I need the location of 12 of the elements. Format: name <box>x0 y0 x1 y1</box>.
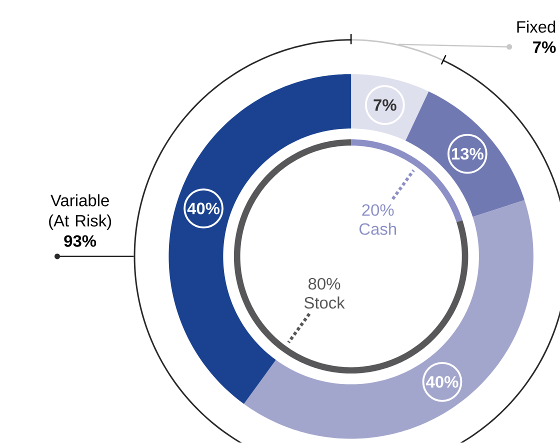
data-label: 20% <box>362 204 394 216</box>
data-label: 93% <box>64 235 96 248</box>
data-label: 7% <box>374 99 396 112</box>
slice-label: Variable (At Risk) <box>49 194 112 230</box>
data-label: 80% <box>308 278 340 290</box>
data-label: 40% <box>187 202 220 215</box>
data-label: 13% <box>452 148 484 160</box>
slice-label: Stock <box>304 296 345 309</box>
data-label: 40% <box>426 376 458 388</box>
slice-label: Cash <box>359 222 396 236</box>
data-label: 7% <box>533 42 556 54</box>
slice-label: Fixed <box>517 20 556 33</box>
